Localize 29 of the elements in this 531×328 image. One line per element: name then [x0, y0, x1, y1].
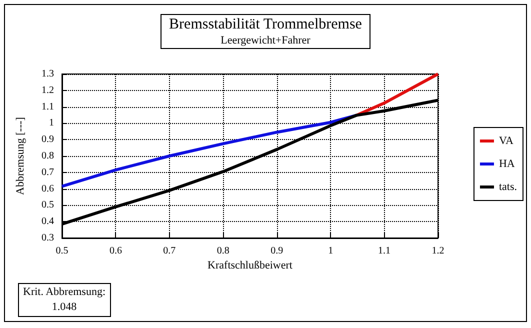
y-tick-label: 1.3 [42, 68, 54, 80]
y-tick-label: 0.6 [42, 183, 54, 194]
y-tick-label: 0.7 [42, 166, 54, 178]
x-tick-label: 0.6 [109, 246, 122, 256]
legend-label: HA [498, 158, 515, 170]
x-tick-label: 0.7 [163, 246, 176, 256]
y-tick-label: 0.3 [42, 232, 54, 244]
y-tick-label: 1 [49, 118, 54, 129]
y-tick-label: 0.9 [42, 134, 54, 146]
text: Krit. Abbremsung: [23, 285, 106, 300]
x-tick-label: 1.1 [378, 246, 391, 256]
chart-title: Bremsstabilität Trommelbremse [169, 16, 362, 32]
x-tick-label: 1 [328, 246, 334, 256]
legend-label: VA [498, 135, 514, 147]
x-tick-label: 0.5 [56, 246, 68, 256]
legend-label: tats. [498, 181, 518, 193]
y-axis-title: Abbremsung [---] [14, 117, 26, 195]
chart-subtitle: Leergewicht+Fahrer [220, 34, 311, 46]
x-tick-label: 1.2 [432, 246, 444, 256]
x-axis-title: Kraftschlußbeiwert [208, 260, 292, 272]
y-tick-label: 0.4 [42, 216, 54, 228]
x-tick-label: 0.8 [216, 246, 230, 256]
y-tick-label: 1.1 [42, 101, 54, 112]
y-tick-label: 0.5 [42, 200, 54, 211]
y-tick-label: 1.2 [42, 84, 54, 96]
y-tick-label: 0.8 [42, 150, 54, 162]
line-series [60, 114, 358, 188]
x-tick-label: 0.9 [270, 246, 284, 256]
text: 1.048 [50, 300, 78, 315]
